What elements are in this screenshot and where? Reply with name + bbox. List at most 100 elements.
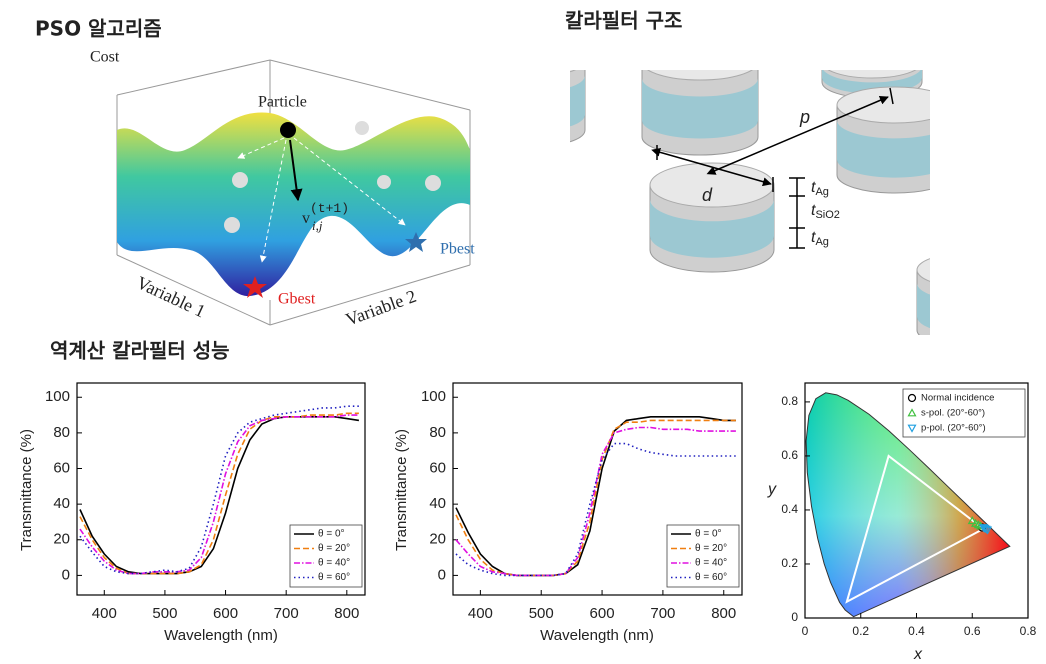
structure-diagram: [570, 70, 930, 335]
point: [980, 524, 990, 534]
x-tick-label: 400: [92, 605, 117, 622]
series-line: [79, 414, 359, 575]
y-tick-label: 20: [53, 531, 70, 548]
legend-box: [289, 524, 363, 588]
legend-box: [666, 524, 740, 588]
x-tick-label: 700: [274, 605, 299, 622]
plot-frame: [452, 382, 743, 596]
cylinder-top: [827, 70, 917, 79]
velocity-label: v(t+1) i,j: [302, 201, 349, 233]
y-tick-label: 0.4: [781, 502, 798, 516]
x-tick-label: 400: [468, 605, 493, 622]
series-line: [79, 416, 360, 575]
x-tick-label: 500: [529, 605, 554, 622]
label: v: [302, 210, 310, 227]
y-tick-label: 0.8: [781, 394, 798, 408]
y-axis-label: Transmittance (%): [18, 429, 35, 551]
legend-label: θ = 20°: [318, 543, 350, 554]
plot-frame: [76, 382, 366, 596]
y-tick-label: 40: [53, 495, 70, 512]
y-axis-label: y: [767, 481, 777, 498]
y-tick-label: 60: [53, 459, 70, 476]
x-tick-label: 0.2: [852, 624, 869, 638]
legend-label: s-pol. (20°-60°): [921, 408, 985, 419]
y-tick-label: 20: [429, 531, 446, 548]
label: Gbest: [278, 291, 316, 308]
cylinder: [836, 86, 930, 194]
label: (t+1): [310, 201, 349, 216]
oxide-layer: [917, 283, 930, 329]
legend-label: θ = 60°: [695, 572, 727, 583]
legend: θ = 0° θ = 20° θ = 40° θ = 60°: [289, 524, 363, 588]
x-axis-label: Wavelength (nm): [540, 627, 654, 644]
layer-label: tAg: [811, 179, 829, 198]
y-tick-label: 0: [62, 566, 70, 583]
y-tick-label: 80: [53, 424, 70, 441]
x-tick-label: 700: [650, 605, 675, 622]
point: [967, 516, 977, 525]
y-tick-label: 0.2: [781, 556, 798, 570]
legend-label: θ = 40°: [318, 558, 350, 569]
y-tick-label: 40: [429, 495, 446, 512]
legend-label: θ = 60°: [318, 572, 350, 583]
cylinder: [916, 258, 930, 335]
chart: 0 0.2 0.4 0.6 0.8 0 0.2 0.4 0.6 0.8 x y Normal incid…: [767, 382, 1037, 663]
x-tick-label: 0.4: [908, 624, 925, 638]
y-axis-label: Transmittance (%): [393, 429, 410, 551]
x-tick-label: 600: [213, 605, 238, 622]
axis-label: Cost: [90, 49, 120, 66]
point: [981, 525, 991, 534]
spectral-locus-tint: [805, 392, 1011, 618]
x-tick-label: 500: [152, 605, 177, 622]
pso-diagram: [116, 59, 471, 326]
cylinder: [570, 70, 586, 143]
axis-label: Variable 2: [343, 286, 419, 330]
legend-label: θ = 20°: [695, 543, 727, 554]
chart: 0 20 40 60 80 100 400 500 600 700 800 Wavelength (n…: [18, 382, 366, 644]
x-tick-label: 800: [334, 605, 359, 622]
y-tick-label: 0: [791, 610, 798, 624]
legend-marker: [907, 408, 917, 417]
y-tick-label: 100: [45, 388, 70, 405]
legend-box: [902, 388, 1026, 438]
series-line: [455, 426, 736, 577]
label: SiO2: [815, 209, 839, 221]
label: d: [702, 185, 713, 205]
cylinder-top: [647, 70, 753, 81]
cylinder-top: [836, 86, 930, 124]
chart: 0 20 40 60 80 100 400 500 600 700 800 Wavelength (n…: [393, 382, 743, 644]
heading: PSO 알고리즘: [35, 17, 162, 41]
label: p: [799, 107, 810, 127]
cylinder-top: [916, 258, 930, 282]
label: Ag: [815, 236, 828, 248]
label: Pbest: [440, 241, 475, 258]
legend: Normal incidence s-pol. (20°-60°) p-pol. (…: [902, 388, 1026, 438]
gamut-triangle: [845, 454, 986, 604]
heading: 역계산 칼라필터 성능: [50, 339, 230, 363]
legend-label: θ = 0°: [318, 529, 345, 540]
legend-label: p-pol. (20°-60°): [921, 423, 986, 434]
label: t: [811, 179, 816, 196]
x-axis-label: Wavelength (nm): [164, 627, 278, 644]
label: t: [811, 229, 816, 246]
legend-marker: [907, 393, 917, 403]
oxide-layer: [570, 75, 585, 127]
y-tick-label: 100: [421, 388, 446, 405]
legend-label: θ = 0°: [695, 529, 722, 540]
cylinder-body: [916, 269, 930, 335]
y-tick-label: 0.6: [781, 448, 798, 462]
layer-label: tAg: [811, 229, 829, 248]
x-tick-label: 600: [590, 605, 615, 622]
oxide-layer: [650, 199, 774, 258]
cylinder-top: [570, 70, 577, 73]
legend-label: θ = 40°: [695, 558, 727, 569]
cylinder: [641, 70, 759, 156]
legend-marker: [907, 424, 917, 433]
x-axis-label: x: [913, 646, 923, 663]
series-line: [455, 442, 736, 577]
y-tick-label: 60: [429, 459, 446, 476]
legend: θ = 0° θ = 20° θ = 40° θ = 60°: [666, 524, 740, 588]
dimension-lines: [651, 87, 894, 249]
label: Particle: [258, 94, 307, 111]
